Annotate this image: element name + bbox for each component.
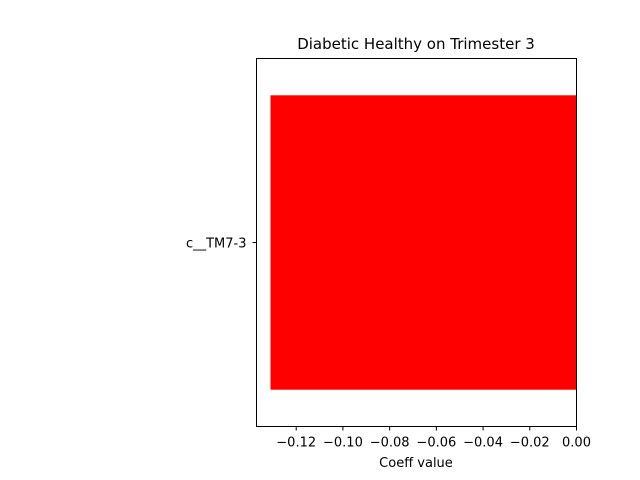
y-tick-label: c__TM7-3 <box>186 237 247 252</box>
x-tick-label: −0.02 <box>510 436 550 451</box>
x-tick-label: −0.10 <box>323 436 363 451</box>
x-tick-label: −0.06 <box>416 436 456 451</box>
x-axis-ticks: −0.12 −0.10 −0.08 −0.06 −0.04 −0.02 0.00 <box>276 426 591 451</box>
bar <box>270 95 577 390</box>
x-tick-label: −0.12 <box>276 436 316 451</box>
bars-group <box>270 95 577 390</box>
x-tick-label: −0.08 <box>370 436 410 451</box>
x-tick-label: −0.04 <box>463 436 503 451</box>
chart-title: Diabetic Healthy on Trimester 3 <box>297 35 535 53</box>
y-axis-ticks: c__TM7-3 <box>186 237 257 252</box>
x-axis-title: Coeff value <box>379 456 453 471</box>
x-tick-label: 0.00 <box>562 436 591 451</box>
